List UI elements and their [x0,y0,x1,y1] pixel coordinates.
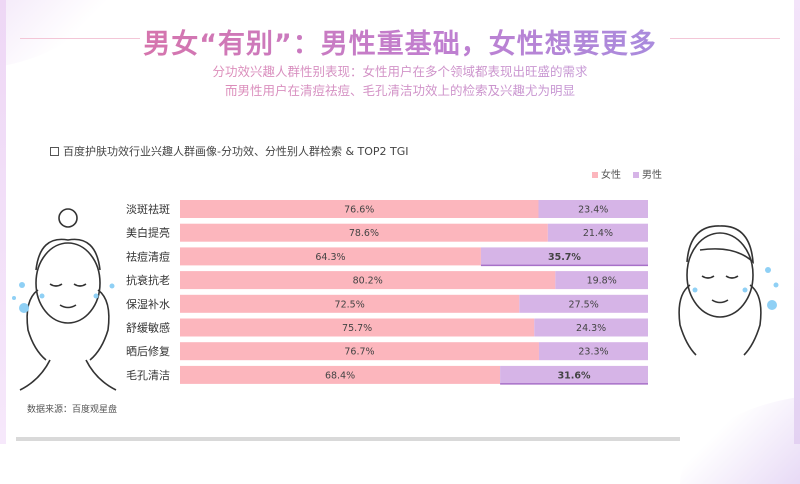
bar-female [180,223,548,242]
category-label: 毛孔清洁 [126,369,170,382]
bottom-divider [16,437,680,441]
data-label: 23.4% [578,205,608,216]
title-divider [20,38,140,39]
bar-male [480,247,648,266]
subtitle-line: 分功效兴趣人群性别表现：女性用户在多个领域都表现出旺盛的需求 [0,61,800,80]
category-label: 美白提亮 [126,226,170,240]
data-label: 21.4% [583,228,613,239]
data-source: 数据来源：百度观星盘 [27,405,118,415]
category-label: 晒后修复 [126,344,170,358]
data-label: 72.5% [335,299,365,310]
stacked-bar-chart: 淡斑祛斑 76.6% 23.4% 美白提亮 78.6% 21.4% 祛痘清痘 64.3% 35.… [12,200,779,391]
bar-female [180,318,535,337]
bar-male [500,365,648,384]
chart-title: 百度护肤功效行业兴趣人群画像-分功效、分性别人群检索 & TOP2 TGI [50,143,409,159]
data-label: 68.4% [325,370,355,381]
bar-male [538,200,648,218]
data-label: 76.7% [344,347,374,358]
data-label: 75.7% [342,323,372,334]
legend-label: 女性 [601,170,621,181]
category-label: 保湿补水 [126,297,170,311]
bar-female [180,271,556,290]
bar-male [547,223,648,242]
category-label: 淡斑祛斑 [126,202,170,216]
bar-female [180,365,501,384]
data-label: 78.6% [349,228,379,239]
bar-male [538,342,648,361]
water-droplets [12,267,779,313]
data-label: 64.3% [315,252,345,263]
legend-swatch [633,172,639,178]
bar-female [180,294,520,313]
legend-item-female: 女性 [592,166,621,181]
legend: 女性 男性 [592,166,662,181]
data-label: 31.6% [558,370,591,381]
data-label: 23.3% [578,347,608,358]
data-label: 24.3% [576,323,606,334]
bar-female [180,342,539,361]
legend-swatch [592,172,598,178]
bar-male [555,271,648,290]
title-divider [670,38,780,39]
border-decoration [794,0,800,444]
data-label: 35.7% [548,252,581,263]
page-title: 男女“有别”：男性重基础，女性想要更多 [0,22,800,61]
data-label: 27.5% [569,299,599,310]
bar-male [534,318,648,337]
bar-female [180,247,481,266]
man-face-illustration [678,225,762,356]
category-label: 祛痘清痘 [126,249,170,263]
border-decoration [0,0,6,444]
category-label: 舒缓敏感 [126,321,170,335]
subtitle-line: 而男性用户在清痘祛痘、毛孔清洁功效上的检索及兴趣尤为明显 [0,80,800,99]
data-label: 76.6% [344,205,374,216]
chart-title-text: 百度护肤功效行业兴趣人群画像-分功效、分性别人群检索 & TOP2 TGI [63,145,409,158]
woman-face-illustration [19,208,117,391]
bar-female [180,200,539,218]
legend-label: 男性 [642,170,662,181]
legend-item-male: 男性 [633,166,662,181]
category-label: 抗衰抗老 [126,273,170,287]
square-bullet-icon [50,146,59,156]
bar-male [519,294,648,313]
data-label: 19.8% [587,276,617,287]
data-label: 80.2% [353,276,383,287]
